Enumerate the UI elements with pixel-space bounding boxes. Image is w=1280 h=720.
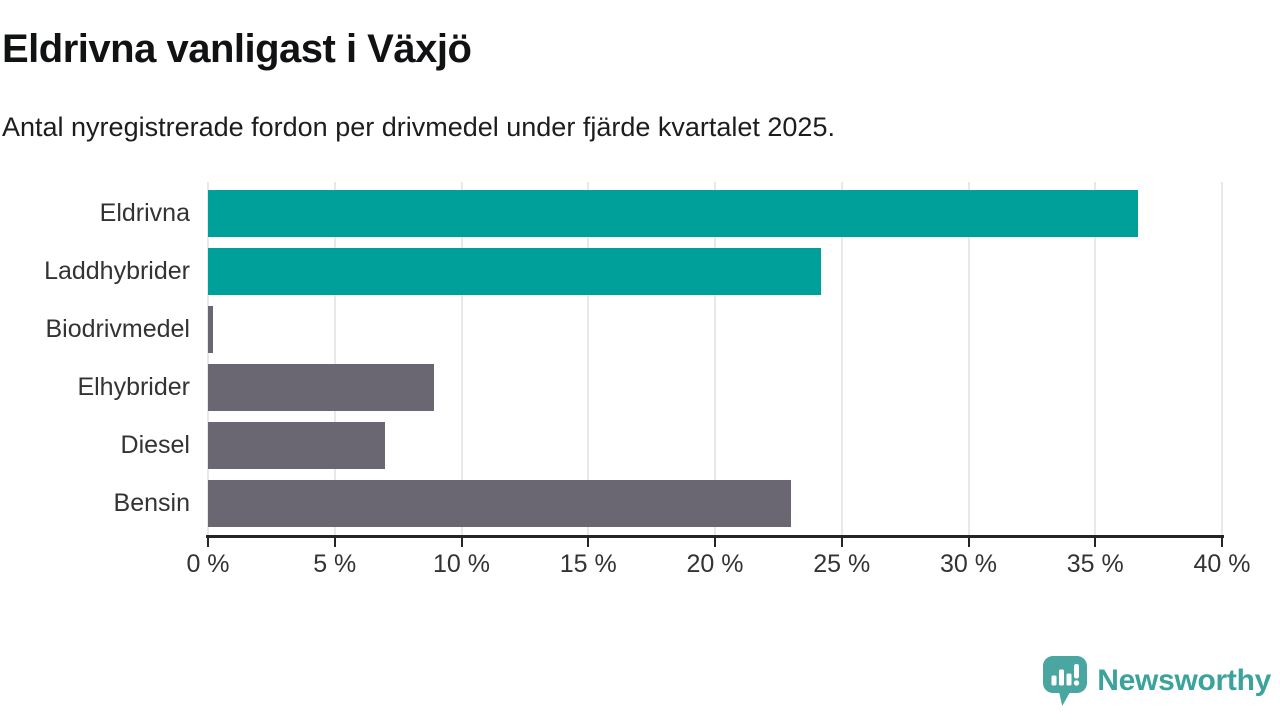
x-axis-tick-20 xyxy=(714,537,716,547)
x-axis-tick-25 xyxy=(840,537,843,547)
x-axis-tick-label-15: 15 % xyxy=(559,550,617,578)
category-label-biodrivmedel: Biodrivmedel xyxy=(45,315,190,343)
x-axis-tick-label-0: 0 % xyxy=(186,550,230,578)
category-label-laddhybrider: Laddhybrider xyxy=(44,257,190,285)
x-axis-tick-label-25: 25 % xyxy=(813,550,871,578)
x-axis-tick-label-5: 5 % xyxy=(313,550,357,578)
gridline-25 xyxy=(840,182,843,535)
gridline-10 xyxy=(460,182,463,535)
bar-eldrivna xyxy=(208,190,1139,237)
chart-title: Eldrivna vanligast i Växjö xyxy=(2,27,472,71)
bar-diesel xyxy=(208,422,386,469)
chart-subtitle: Antal nyregistrerade fordon per drivmede… xyxy=(2,112,835,142)
gridline-20 xyxy=(714,182,716,535)
gridline-0 xyxy=(207,182,209,535)
x-axis-tick-label-35: 35 % xyxy=(1066,550,1124,578)
brand-name: Newsworthy xyxy=(1097,664,1271,697)
x-axis-line xyxy=(206,535,1224,538)
x-axis-tick-label-40: 40 % xyxy=(1193,550,1251,578)
x-axis-tick-label-20: 20 % xyxy=(686,550,744,578)
category-label-eldrivna: Eldrivna xyxy=(99,199,190,227)
gridline-5 xyxy=(333,182,336,535)
gridline-40 xyxy=(1221,182,1223,535)
newsworthy-logo-icon xyxy=(1042,655,1088,707)
category-label-bensin: Bensin xyxy=(113,489,190,517)
x-axis-tick-35 xyxy=(1094,537,1097,547)
brand-footer: Newsworthy xyxy=(1042,655,1271,707)
category-label-elhybrider: Elhybrider xyxy=(77,373,190,401)
gridline-15 xyxy=(587,182,590,535)
x-axis-tick-15 xyxy=(587,537,590,547)
x-axis-tick-label-10: 10 % xyxy=(433,550,490,578)
category-label-diesel: Diesel xyxy=(120,431,190,459)
x-axis-tick-10 xyxy=(460,537,463,547)
bar-bensin xyxy=(208,480,792,527)
bar-biodrivmedel xyxy=(208,306,214,353)
bar-laddhybrider xyxy=(208,248,822,295)
x-axis-tick-40 xyxy=(1221,537,1223,547)
x-axis-tick-0 xyxy=(207,537,209,547)
x-axis-tick-5 xyxy=(333,537,336,547)
gridline-35 xyxy=(1094,182,1097,535)
gridline-30 xyxy=(967,182,970,535)
x-axis-tick-label-30: 30 % xyxy=(940,550,997,578)
x-axis-tick-30 xyxy=(967,537,970,547)
bar-elhybrider xyxy=(208,364,434,411)
